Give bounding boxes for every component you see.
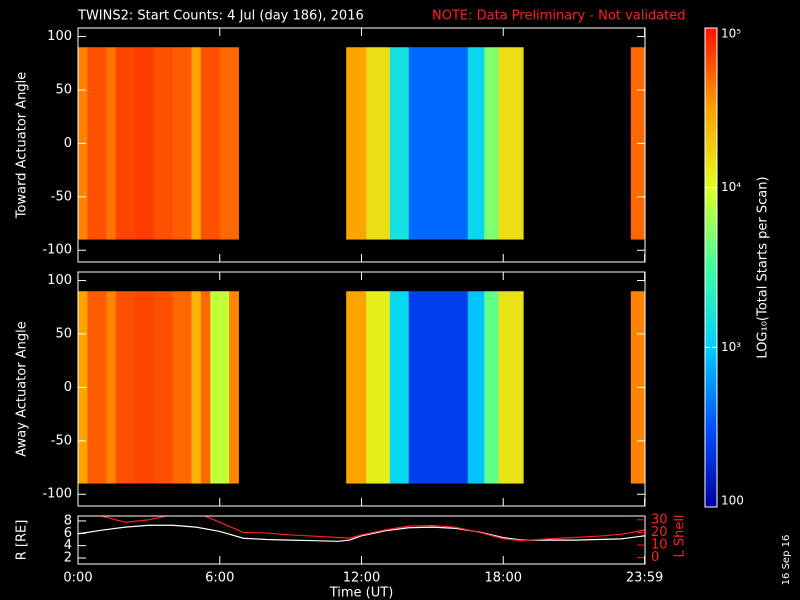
heatmap-cell [134, 47, 154, 240]
y-tick-label: -100 [42, 487, 72, 502]
y-tick-label: 100 [47, 29, 72, 44]
y-tick-label: 8 [64, 513, 72, 528]
heatmap-cell [153, 47, 173, 240]
colorbar-tick-label: 10³ [721, 340, 741, 354]
plot-area [78, 516, 645, 542]
heatmap-cell [498, 291, 524, 484]
heatmap-cell [87, 47, 107, 240]
heatmap-cell [87, 291, 107, 484]
y2-tick-label: 10 [651, 538, 668, 553]
heatmap-cell [467, 291, 485, 484]
heatmap-cell [484, 291, 499, 484]
y-axis-label: Toward Actuator Angle [15, 72, 30, 219]
y2-axis-label: L Shell [673, 514, 688, 557]
note: NOTE: Data Preliminary - Not validated [432, 9, 686, 24]
y2-tick-label: 30 [651, 512, 668, 527]
y-tick-label: 100 [47, 273, 72, 288]
heatmap-cell [366, 291, 391, 484]
y-axis-label: Away Actuator Angle [15, 321, 30, 456]
colorbar-tick-label: 10⁴ [721, 180, 741, 194]
heatmap-cell [115, 47, 135, 240]
heatmap-cell [229, 291, 239, 484]
heatmap-cell [200, 291, 211, 484]
heatmap-cell [106, 291, 117, 484]
colorbar [704, 27, 718, 508]
heatmap-cell [467, 47, 485, 240]
heatmap-cell [346, 291, 367, 484]
heatmap-cell [498, 47, 524, 240]
heatmap-cell [134, 291, 154, 484]
x-tick-label: 18:00 [485, 571, 522, 586]
heatmap-cell [172, 291, 192, 484]
y-tick-label: 4 [64, 538, 72, 553]
heatmap-cell [210, 291, 230, 484]
y-tick-label: 0 [64, 380, 72, 395]
heatmap-cell [389, 47, 410, 240]
heatmap-cell [153, 291, 173, 484]
heatmap-cell [191, 47, 202, 240]
date-stamp: 16 Sep 16 [781, 535, 792, 586]
x-tick-label: 12:00 [343, 571, 380, 586]
heatmap-cell [200, 47, 221, 240]
x-tick-label: 6:00 [205, 571, 234, 586]
x-tick-label: 23:59 [626, 571, 663, 586]
line-series [78, 524, 645, 542]
y2-tick-label: 0 [651, 550, 659, 565]
y-tick-label: -50 [51, 433, 72, 448]
heatmap-cell [172, 47, 192, 240]
heatmap-cell [115, 291, 135, 484]
y-tick-label: 0 [64, 136, 72, 151]
x-tick-label: 0:00 [63, 571, 92, 586]
colorbar-tick-label: 100 [721, 494, 744, 508]
y-tick-label: 2 [64, 551, 72, 566]
y2-tick-label: 20 [651, 525, 668, 540]
colorbar-tick-label: 10⁵ [721, 27, 741, 41]
heatmap-cell [408, 47, 469, 240]
x-axis-label: Time (UT) [329, 586, 394, 600]
y-tick-label: 50 [55, 326, 72, 341]
heatmap-cell [366, 47, 391, 240]
y-tick-label: 50 [55, 82, 72, 97]
y-tick-label: -50 [51, 189, 72, 204]
colorbar-label: LOG₁₀(Total Starts per Scan) [756, 176, 771, 358]
heatmap-cell [346, 47, 367, 240]
y-tick-label: 6 [64, 526, 72, 541]
heatmap-cell [389, 291, 410, 484]
heatmap-cell [219, 47, 239, 240]
y-tick-label: -100 [42, 243, 72, 258]
heatmap-cell [484, 47, 499, 240]
y-axis-label: R [RE] [15, 520, 30, 561]
line-series [99, 516, 645, 542]
chart-title: TWINS2: Start Counts: 4 Jul (day 186), 2… [77, 9, 364, 24]
heatmap-cell [408, 291, 469, 484]
heatmap-cell [191, 291, 202, 484]
heatmap-cell [106, 47, 117, 240]
